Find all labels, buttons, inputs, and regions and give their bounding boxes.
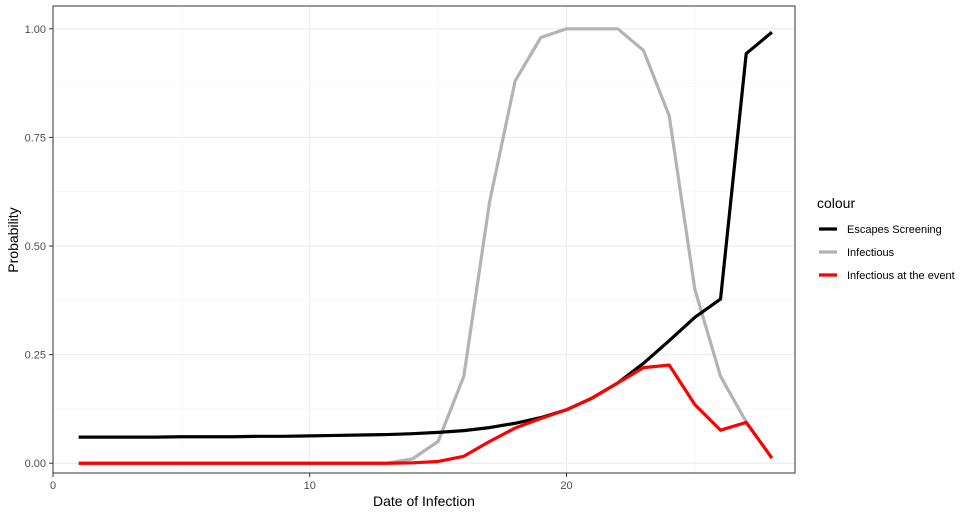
y-tick-label: 1.00 — [25, 24, 46, 36]
legend-label-infectious: Infectious — [847, 247, 895, 259]
y-axis: 0.00 0.25 0.50 0.75 1.00 — [25, 24, 53, 470]
legend-label-infectious-at-the-event: Infectious at the event — [847, 270, 955, 282]
y-tick-label: 0.50 — [25, 241, 46, 253]
x-tick-label: 10 — [304, 480, 316, 492]
x-axis: 0 10 20 — [50, 473, 573, 492]
legend-title: colour — [817, 195, 855, 211]
panel-background — [53, 6, 795, 473]
y-tick-label: 0.25 — [25, 350, 46, 362]
legend: colour Escapes Screening Infectious Infect… — [817, 195, 955, 282]
x-axis-title: Date of Infection — [373, 493, 475, 509]
y-tick-label: 0.75 — [25, 132, 46, 144]
x-tick-label: 0 — [50, 480, 56, 492]
y-tick-label: 0.00 — [25, 458, 46, 470]
legend-label-escapes-screening: Escapes Screening — [847, 224, 942, 236]
y-axis-title: Probability — [5, 207, 21, 272]
x-tick-label: 20 — [560, 480, 572, 492]
